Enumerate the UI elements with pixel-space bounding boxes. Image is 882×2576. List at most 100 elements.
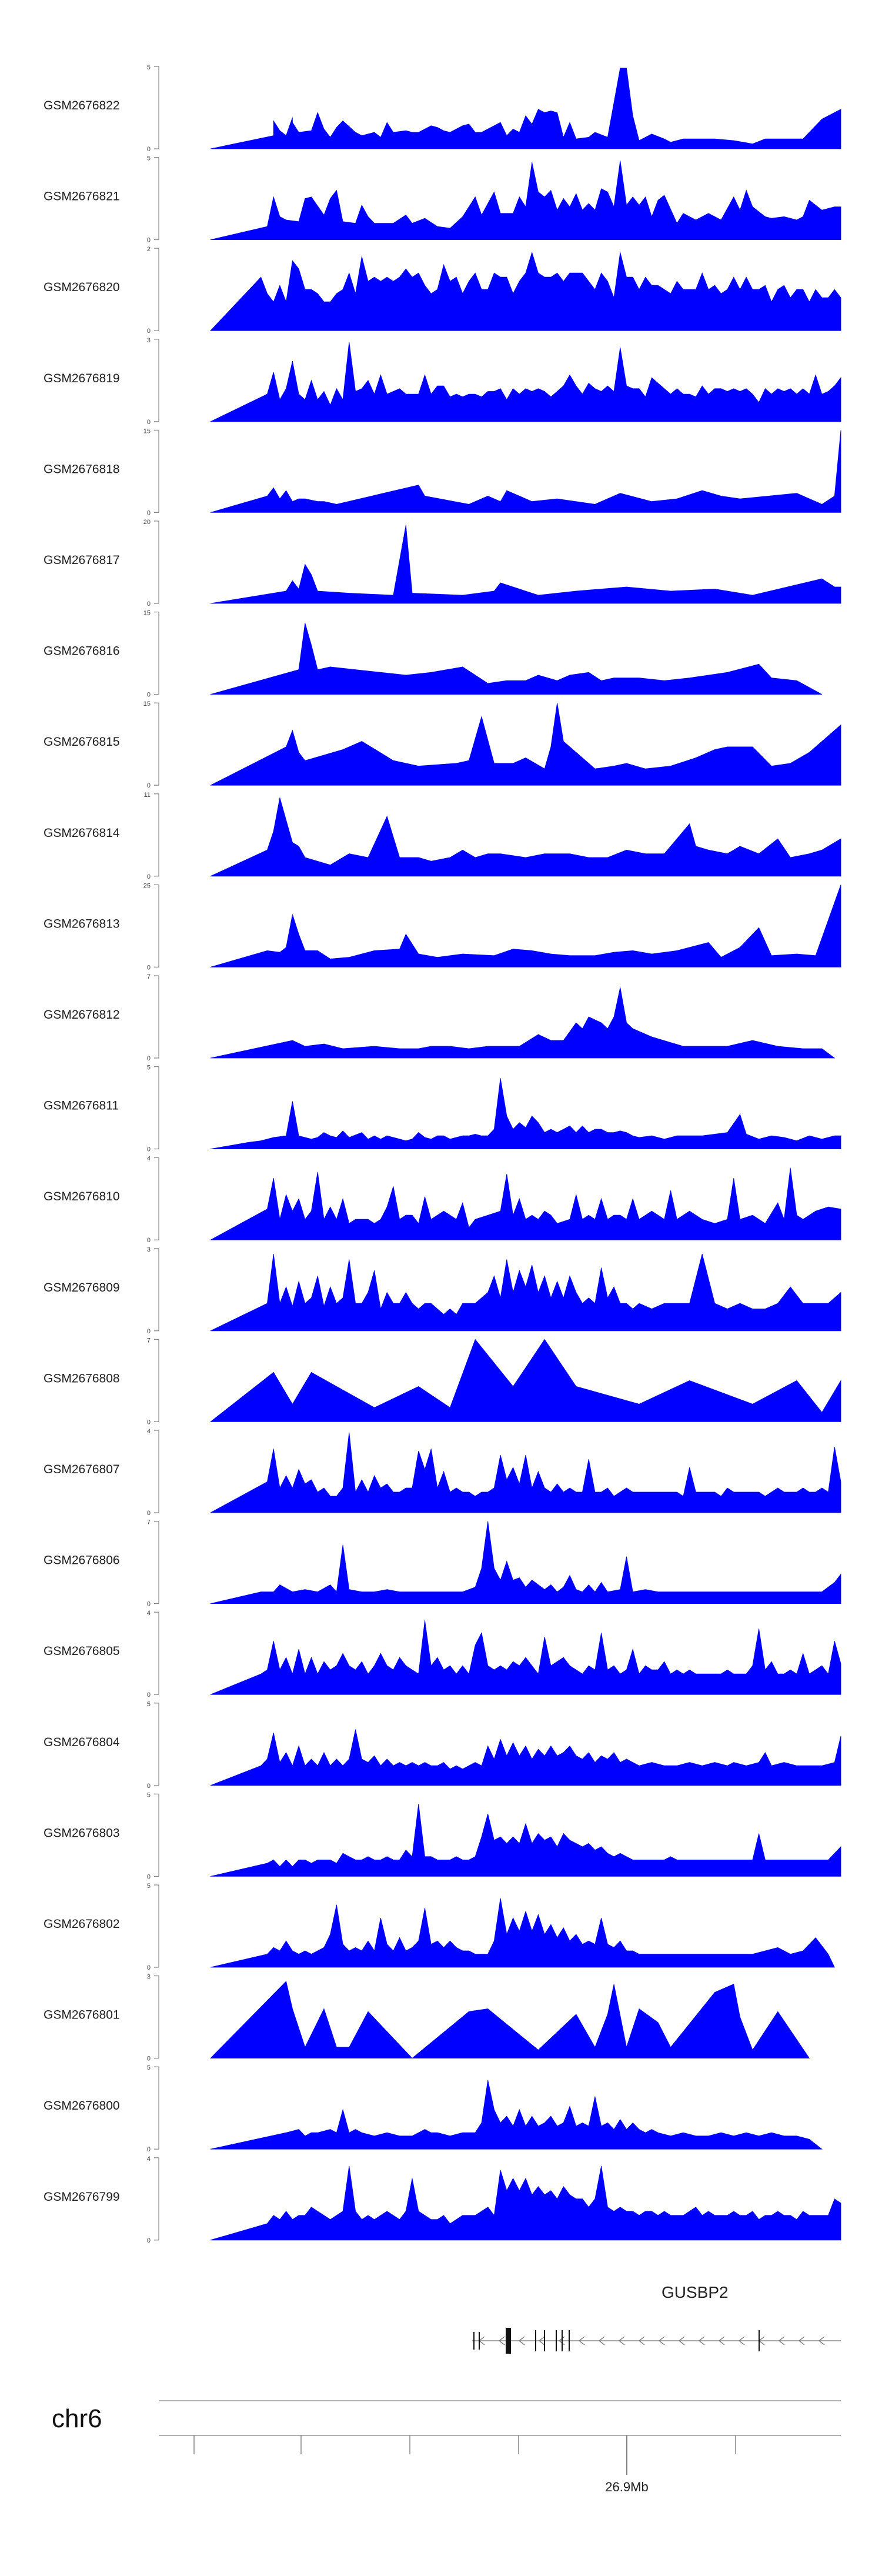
exon [544, 2330, 545, 2351]
signal-area [210, 1432, 841, 1513]
y-axis-min-label: 0 [147, 1237, 151, 1244]
y-axis-min-label: 0 [147, 1419, 151, 1426]
track-label: GSM2676816 [44, 645, 120, 658]
y-axis-min-label: 0 [147, 873, 151, 880]
y-axis-min-label: 0 [147, 1146, 151, 1153]
track-GSM2676813: GSM2676813 25 0 [44, 882, 841, 971]
y-axis-max-label: 4 [147, 1428, 151, 1435]
exon [535, 2330, 536, 2351]
y-axis-min-label: 0 [147, 419, 151, 426]
track-label: GSM2676819 [44, 372, 120, 385]
track-label: GSM2676800 [44, 2099, 120, 2113]
chromosome-axis: chr6 26.9Mb [52, 2400, 841, 2494]
track-GSM2676808: GSM2676808 7 0 [44, 1337, 841, 1426]
track-GSM2676809: GSM2676809 3 0 [44, 1246, 841, 1335]
track-GSM2676803: GSM2676803 5 0 [44, 1791, 841, 1880]
track-label: GSM2676808 [44, 1372, 120, 1385]
signal-area [210, 885, 841, 967]
signal-area [210, 68, 841, 149]
track-GSM2676817: GSM2676817 20 0 [44, 519, 841, 608]
signal-area [210, 1078, 841, 1149]
track-GSM2676821: GSM2676821 5 0 [44, 155, 841, 244]
y-axis-min-label: 0 [147, 146, 151, 153]
signal-area [210, 2080, 823, 2150]
track-GSM2676810: GSM2676810 4 0 [44, 1155, 841, 1244]
signal-area [210, 1981, 810, 2059]
signal-area [210, 1521, 841, 1604]
signal-area [210, 1167, 841, 1240]
strand-arrow [678, 2336, 685, 2345]
signal-area [210, 703, 841, 786]
y-axis-max-label: 3 [147, 337, 151, 344]
strand-arrow [818, 2336, 825, 2345]
track-label: GSM2676820 [44, 281, 120, 294]
track-label: GSM2676805 [44, 1644, 120, 1658]
track-label: GSM2676806 [44, 1554, 120, 1567]
exon [473, 2332, 475, 2350]
gene-name-label: GUSBP2 [662, 2283, 729, 2301]
track-label: GSM2676814 [44, 826, 120, 840]
y-axis-max-label: 5 [147, 1791, 151, 1798]
y-axis-max-label: 25 [143, 882, 151, 889]
track-GSM2676811: GSM2676811 5 0 [44, 1065, 841, 1153]
y-axis-min-label: 0 [147, 328, 151, 335]
strand-arrow [778, 2336, 785, 2345]
y-axis-min-label: 0 [147, 1328, 151, 1335]
track-label: GSM2676812 [44, 1008, 120, 1022]
track-label: GSM2676809 [44, 1281, 120, 1294]
track-GSM2676801: GSM2676801 3 0 [44, 1974, 810, 2063]
signal-area [210, 525, 841, 604]
strand-arrow [738, 2336, 745, 2345]
y-axis-max-label: 15 [143, 700, 151, 708]
track-label: GSM2676822 [44, 99, 120, 112]
y-axis-max-label: 4 [147, 1610, 151, 1617]
track-label: GSM2676810 [44, 1190, 120, 1203]
signal-area [210, 1729, 841, 1786]
signal-area [210, 1804, 841, 1877]
y-axis-max-label: 5 [147, 1701, 151, 1708]
y-axis-max-label: 4 [147, 2155, 151, 2163]
strand-arrow [658, 2336, 665, 2345]
y-axis-min-label: 0 [147, 1601, 151, 1608]
y-axis-min-label: 0 [147, 692, 151, 699]
track-label: GSM2676807 [44, 1463, 120, 1476]
y-axis-min-label: 0 [147, 2237, 151, 2244]
track-GSM2676816: GSM2676816 15 0 [44, 610, 822, 699]
y-axis-min-label: 0 [147, 1873, 151, 1880]
y-axis-max-label: 4 [147, 1155, 151, 1162]
y-axis-min-label: 0 [147, 1055, 151, 1062]
signal-tracks: GSM267682250GSM267682150GSM267682020GSM2… [44, 64, 841, 2244]
track-label: GSM2676813 [44, 917, 120, 930]
track-GSM2676805: GSM2676805 4 0 [44, 1610, 841, 1699]
signal-area [210, 1254, 841, 1332]
y-axis-min-label: 0 [147, 1691, 151, 1699]
signal-area [210, 251, 841, 331]
strand-arrow [578, 2336, 585, 2345]
strand-arrow [498, 2336, 505, 2345]
exon [556, 2330, 557, 2351]
y-axis-min-label: 0 [147, 2056, 151, 2063]
track-label: GSM2676803 [44, 1826, 120, 1840]
strand-arrow [618, 2336, 625, 2345]
track-label: GSM2676815 [44, 735, 120, 749]
track-GSM2676818: GSM2676818 15 0 [44, 428, 841, 516]
exon [479, 2332, 480, 2350]
y-axis-min-label: 0 [147, 600, 151, 608]
genome-axis-ticks [193, 2435, 736, 2454]
y-axis-max-label: 15 [143, 610, 151, 617]
y-axis-min-label: 0 [147, 1510, 151, 1517]
strand-arrow [638, 2336, 645, 2345]
signal-area [210, 342, 841, 422]
exon [506, 2328, 511, 2354]
track-label: GSM2676801 [44, 2008, 120, 2022]
track-GSM2676800: GSM2676800 5 0 [44, 2064, 823, 2153]
y-axis-min-label: 0 [147, 509, 151, 516]
strand-arrow [718, 2336, 725, 2345]
y-axis-min-label: 0 [147, 782, 151, 789]
track-label: GSM2676811 [44, 1099, 119, 1113]
signal-area [210, 798, 841, 877]
strand-arrow [518, 2336, 525, 2345]
exon [562, 2330, 563, 2351]
y-axis-max-label: 5 [147, 1065, 151, 1072]
